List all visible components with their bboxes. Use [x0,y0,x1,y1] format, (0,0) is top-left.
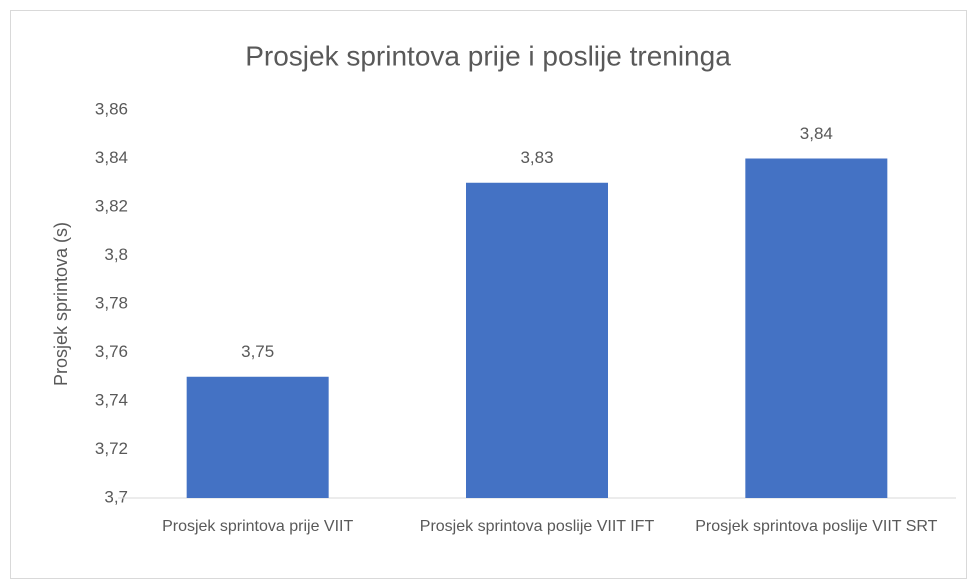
y-tick-label: 3,86 [95,99,128,118]
y-tick-label: 3,72 [95,439,128,458]
bar [466,182,608,498]
chart-title: Prosjek sprintova prije i poslije trenin… [245,40,731,71]
data-label: 3,75 [241,342,274,361]
x-tick-label: Prosjek sprintova poslije VIIT IFT [419,518,655,535]
y-tick-label: 3,74 [95,390,128,409]
x-tick-label: Prosjek sprintova poslije VIIT SRT [695,518,938,535]
bar [186,376,329,498]
y-tick-label: 3,76 [95,342,128,361]
y-tick-label: 3,7 [104,487,128,506]
bar [745,158,888,498]
y-tick-label: 3,84 [95,148,128,167]
y-tick-label: 3,8 [104,245,128,264]
data-label: 3,83 [520,148,553,167]
x-tick-label: Prosjek sprintova prije VIIT [162,518,354,535]
y-tick-label: 3,78 [95,293,128,312]
y-axis-label: Prosjek sprintova (s) [51,222,71,386]
data-label: 3,84 [800,124,833,143]
y-tick-label: 3,82 [95,196,128,215]
